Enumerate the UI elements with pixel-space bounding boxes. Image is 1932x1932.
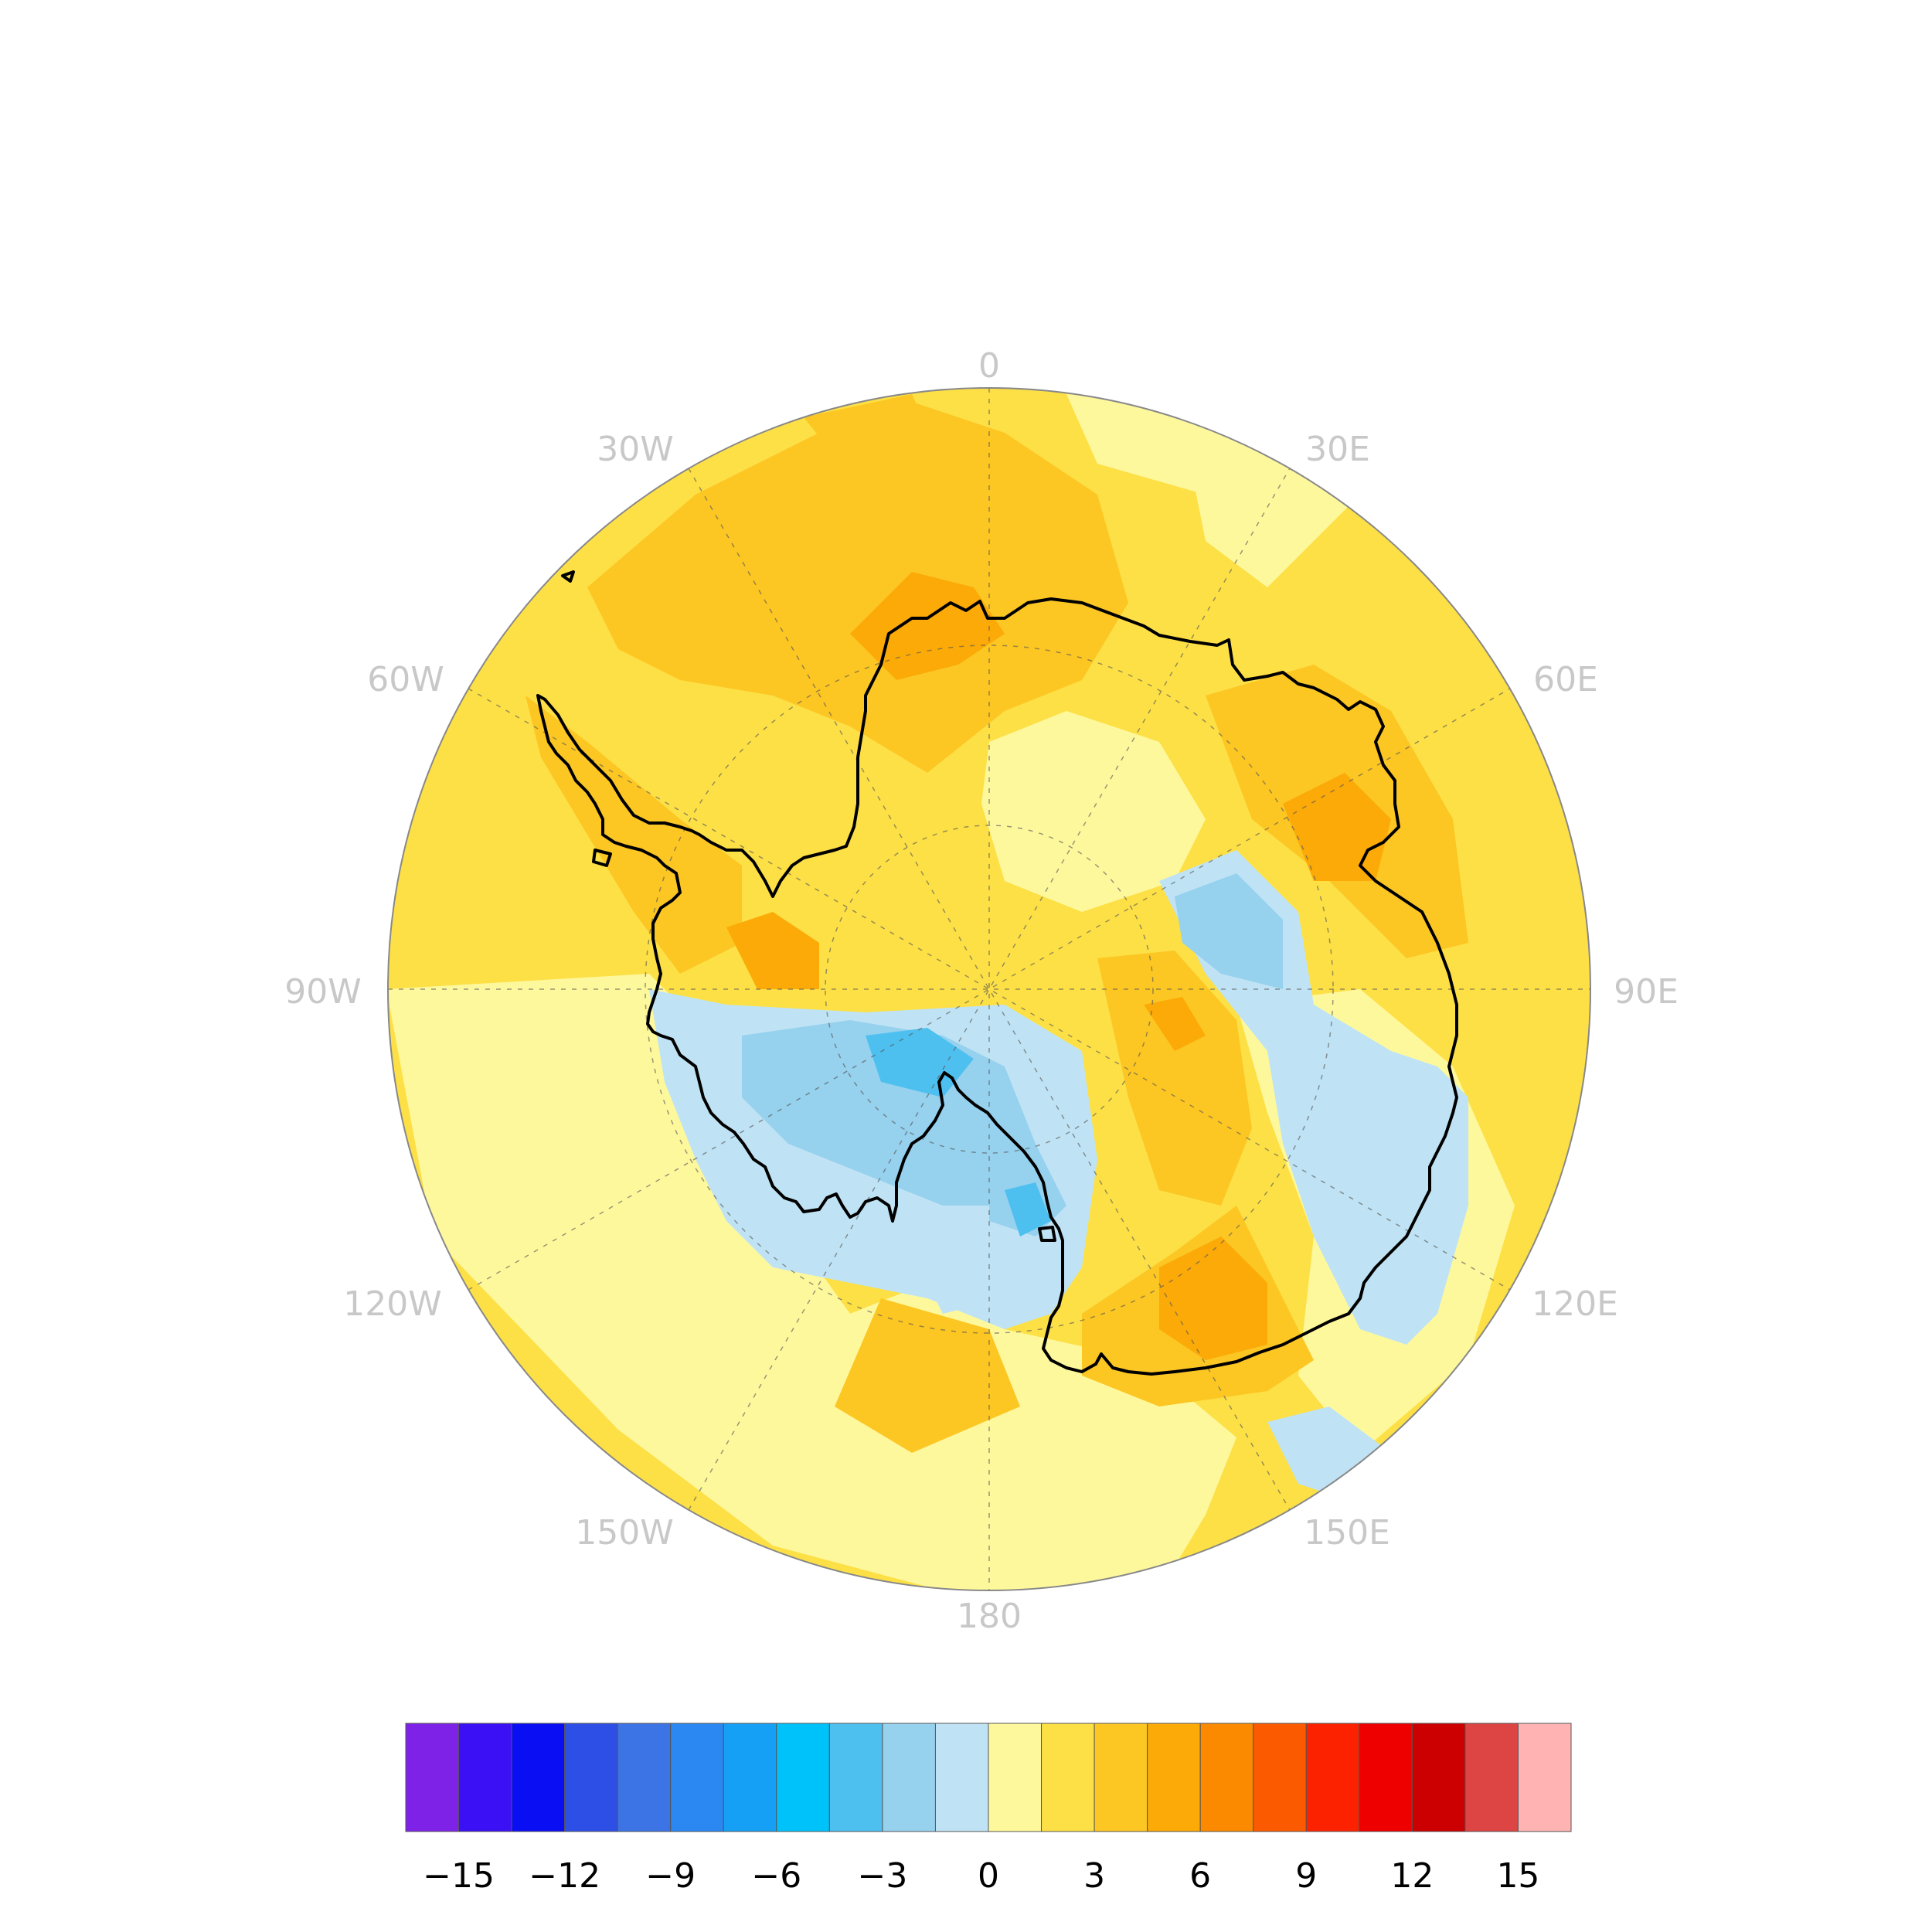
colorbar-box: [670, 1723, 724, 1832]
colorbar: −15 −12 −9 −6 −3 0 3 6 9 12 15: [405, 1723, 1572, 1896]
colorbar-box: [934, 1723, 989, 1832]
antarctica-coastline: [536, 597, 1458, 1376]
dark-orange-region-peninsula: [726, 912, 819, 989]
lon-label-120e: 120E: [1532, 1284, 1618, 1324]
colorbar-box: [405, 1723, 460, 1832]
longitude-labels: 0 30E 60E 90E 120E 150E 180 150W 120W 90…: [284, 346, 1679, 1636]
colorbar-tick-label: −3: [857, 1856, 907, 1896]
map-boundary: [387, 387, 1591, 1591]
colorbar-tick-label: −6: [751, 1856, 801, 1896]
lon-label-30e: 30E: [1305, 430, 1370, 469]
colorbar-box: [988, 1723, 1043, 1832]
colorbar-box: [1041, 1723, 1095, 1832]
colorbar-box: [564, 1723, 618, 1832]
lon-label-150w: 150W: [575, 1513, 674, 1553]
lon-label-60e: 60E: [1533, 660, 1598, 699]
colorbar-tick-label: 15: [1496, 1856, 1539, 1896]
colorbar-tick-label: −12: [529, 1856, 600, 1896]
anomaly-field: [388, 388, 1590, 1590]
colorbar-box: [1411, 1723, 1466, 1832]
colorbar-box: [1517, 1723, 1572, 1832]
lon-label-120w: 120W: [343, 1284, 442, 1324]
lon-label-150e: 150E: [1304, 1513, 1390, 1553]
colorbar-tick-labels: −15 −12 −9 −6 −3 0 3 6 9 12 15: [423, 1856, 1539, 1896]
blue-region-east: [1175, 873, 1283, 989]
ross-ice-shelf-island: [1038, 1226, 1056, 1242]
orange-region-peninsula: [526, 696, 742, 974]
dark-orange-region-center: [1144, 997, 1206, 1051]
lon-label-90w: 90W: [284, 972, 362, 1012]
light-blue-region-ross-north: [912, 1236, 1005, 1314]
colorbar-tick-label: 12: [1390, 1856, 1434, 1896]
colorbar-box: [828, 1723, 883, 1832]
dark-orange-region-east: [1283, 773, 1391, 881]
colorbar-tick-label: 3: [1083, 1856, 1105, 1896]
lon-label-90e: 90E: [1614, 972, 1679, 1012]
orange-region-southwest: [835, 1298, 1020, 1453]
lon-label-60w: 60W: [367, 660, 444, 699]
lon-label-30w: 30W: [597, 430, 674, 469]
colorbar-box: [1199, 1723, 1254, 1832]
colorbar-tick-label: 6: [1189, 1856, 1211, 1896]
antarctic-peninsula-island-1: [592, 849, 612, 867]
colorbar-box: [1253, 1723, 1307, 1832]
colorbar-tick-label: 0: [978, 1856, 999, 1896]
dark-orange-region-north: [850, 572, 1005, 680]
dark-blue-region-ross: [1005, 1182, 1051, 1236]
colorbar-box: [723, 1723, 777, 1832]
graticule: [388, 388, 1590, 1590]
colorbar-box: [776, 1723, 830, 1832]
orange-region-center-east: [1097, 951, 1252, 1206]
pale-region-southwest: [388, 974, 1236, 1590]
south-shetland-island: [561, 570, 575, 583]
colorbar-box: [1094, 1723, 1148, 1832]
colorbar-boxes: [405, 1723, 1572, 1832]
colorbar-box: [1147, 1723, 1201, 1832]
orange-region-north-top: [804, 394, 943, 495]
colorbar-box: [882, 1723, 936, 1832]
orange-region-north: [587, 402, 1128, 773]
colorbar-tick-label: −9: [645, 1856, 696, 1896]
colorbar-box: [1359, 1723, 1413, 1832]
colorbar-box: [511, 1723, 566, 1832]
lon-label-0: 0: [978, 346, 1000, 386]
dark-orange-region-ross: [1159, 1236, 1267, 1360]
pale-region-center: [981, 711, 1206, 912]
colorbar-box: [1305, 1723, 1360, 1832]
colorbar-box: [1464, 1723, 1519, 1832]
colorbar-tick-label: −15: [423, 1856, 495, 1896]
colorbar-box: [617, 1723, 672, 1832]
lon-label-180: 180: [957, 1597, 1022, 1636]
coastline: [536, 570, 1458, 1376]
colorbar-box: [458, 1723, 512, 1832]
colorbar-tick-label: 9: [1295, 1856, 1317, 1896]
